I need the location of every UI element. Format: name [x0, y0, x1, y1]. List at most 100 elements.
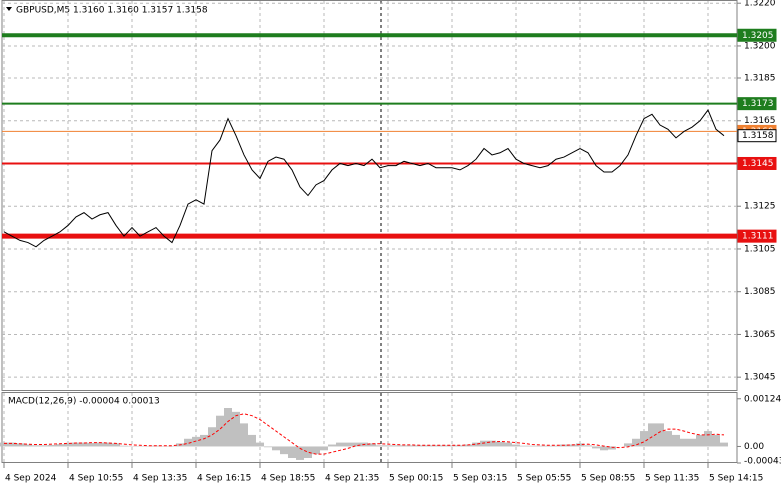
y-tick-label: 1.3125: [744, 202, 776, 212]
macd-bar: [624, 443, 632, 447]
macd-bar: [288, 446, 296, 458]
y-tick-label: 1.3200: [744, 41, 776, 51]
macd-bar: [192, 436, 200, 447]
level-tag-label: 1.3111: [742, 232, 774, 242]
macd-bar: [632, 438, 640, 447]
macd-bar: [96, 442, 104, 447]
macd-bar: [640, 431, 648, 447]
macd-bar: [120, 445, 128, 447]
level-tag: [737, 28, 777, 42]
macd-bar: [200, 434, 208, 447]
macd-bar: [424, 445, 432, 447]
signal-line: [4, 413, 725, 455]
x-tick-label: 4 Sep 21:35: [325, 474, 379, 484]
y-tick-label: -0.00043: [744, 457, 781, 467]
level-tag: [737, 156, 777, 170]
macd-bar: [704, 431, 712, 447]
macd-bar: [72, 442, 80, 447]
macd-bar: [56, 444, 64, 447]
macd-bar: [528, 445, 536, 447]
x-tick-label: 4 Sep 16:15: [197, 474, 251, 484]
macd-bar: [520, 445, 528, 447]
level-tag-label: 1.3205: [742, 31, 774, 41]
y-tick-label: 1.3105: [744, 244, 776, 254]
macd-bar: [344, 442, 352, 447]
y-tick-label: 1.3045: [744, 373, 776, 383]
macd-bar: [464, 444, 472, 447]
macd-bar: [600, 446, 608, 451]
level-tag: [737, 129, 777, 143]
macd-bar: [336, 442, 344, 447]
macd-frame: [1, 392, 738, 463]
macd-bar: [304, 446, 312, 458]
macd-bar: [224, 408, 232, 447]
y-tick-label: 1.3085: [744, 287, 776, 297]
macd-bar: [416, 445, 424, 447]
level-tag: [737, 229, 777, 243]
macd-bar: [248, 434, 256, 447]
macd-bar: [112, 443, 120, 447]
x-tick-label: 5 Sep 03:15: [453, 474, 507, 484]
macd-bar: [104, 442, 112, 447]
x-tick-label: 5 Sep 00:15: [389, 474, 443, 484]
x-tick-label: 4 Sep 10:55: [69, 474, 123, 484]
macd-bar: [568, 444, 576, 447]
y-tick-label: 1.3185: [744, 74, 776, 84]
level-tag-label: 1.3145: [742, 159, 774, 169]
macd-bar: [664, 431, 672, 447]
macd-bar: [64, 443, 72, 447]
macd-bar: [536, 445, 544, 447]
macd-bar: [656, 423, 664, 447]
macd-bar: [720, 442, 728, 447]
y-tick-label: 1.3065: [744, 330, 776, 340]
macd-bar: [208, 427, 216, 447]
macd-bar: [504, 442, 512, 447]
macd-bar: [544, 445, 552, 447]
macd-bar: [240, 423, 248, 447]
macd-bar: [0, 442, 8, 447]
macd-bar: [408, 445, 416, 447]
macd-bar: [400, 445, 408, 447]
x-tick-label: 5 Sep 14:15: [709, 474, 763, 484]
x-tick-label: 4 Sep 2024: [5, 474, 57, 484]
macd-bar: [672, 434, 680, 447]
x-tick-label: 4 Sep 18:55: [261, 474, 315, 484]
macd-bar: [688, 438, 696, 447]
macd-bar: [80, 442, 88, 447]
macd-bar: [496, 441, 504, 447]
macd-bar: [384, 445, 392, 447]
macd-bar: [376, 445, 384, 447]
chart-title: GBPUSD,M5 1.3160 1.3160 1.3157 1.3158: [16, 6, 208, 16]
level-tag: [737, 97, 777, 111]
y-tick-label: 0.00: [744, 442, 764, 452]
macd-bar: [584, 445, 592, 447]
macd-bar: [608, 446, 616, 450]
macd-bar: [320, 446, 328, 451]
macd-bar: [8, 442, 16, 447]
y-tick-label: 1.3220: [744, 0, 776, 9]
macd-bar: [328, 444, 336, 447]
macd-bar: [480, 440, 488, 447]
macd-bar: [448, 445, 456, 447]
macd-bar: [232, 411, 240, 447]
macd-bar: [272, 446, 280, 451]
y-tick-label: 0.00124: [744, 394, 781, 404]
macd-bar: [712, 434, 720, 447]
macd-bar: [40, 445, 48, 447]
macd-bar: [24, 444, 32, 447]
macd-bar: [432, 445, 440, 447]
macd-bar: [456, 445, 464, 447]
macd-bar: [368, 443, 376, 447]
macd-bar: [392, 445, 400, 447]
macd-bar: [576, 443, 584, 447]
macd-bar: [216, 415, 224, 447]
macd-bar: [88, 443, 96, 447]
macd-bar: [552, 445, 560, 447]
macd-bar: [48, 444, 56, 447]
level-tag-label: 1.3173: [742, 99, 774, 109]
macd-bar: [696, 434, 704, 447]
macd-bar: [648, 423, 656, 447]
macd-bar: [296, 446, 304, 460]
macd-bar: [488, 440, 496, 447]
